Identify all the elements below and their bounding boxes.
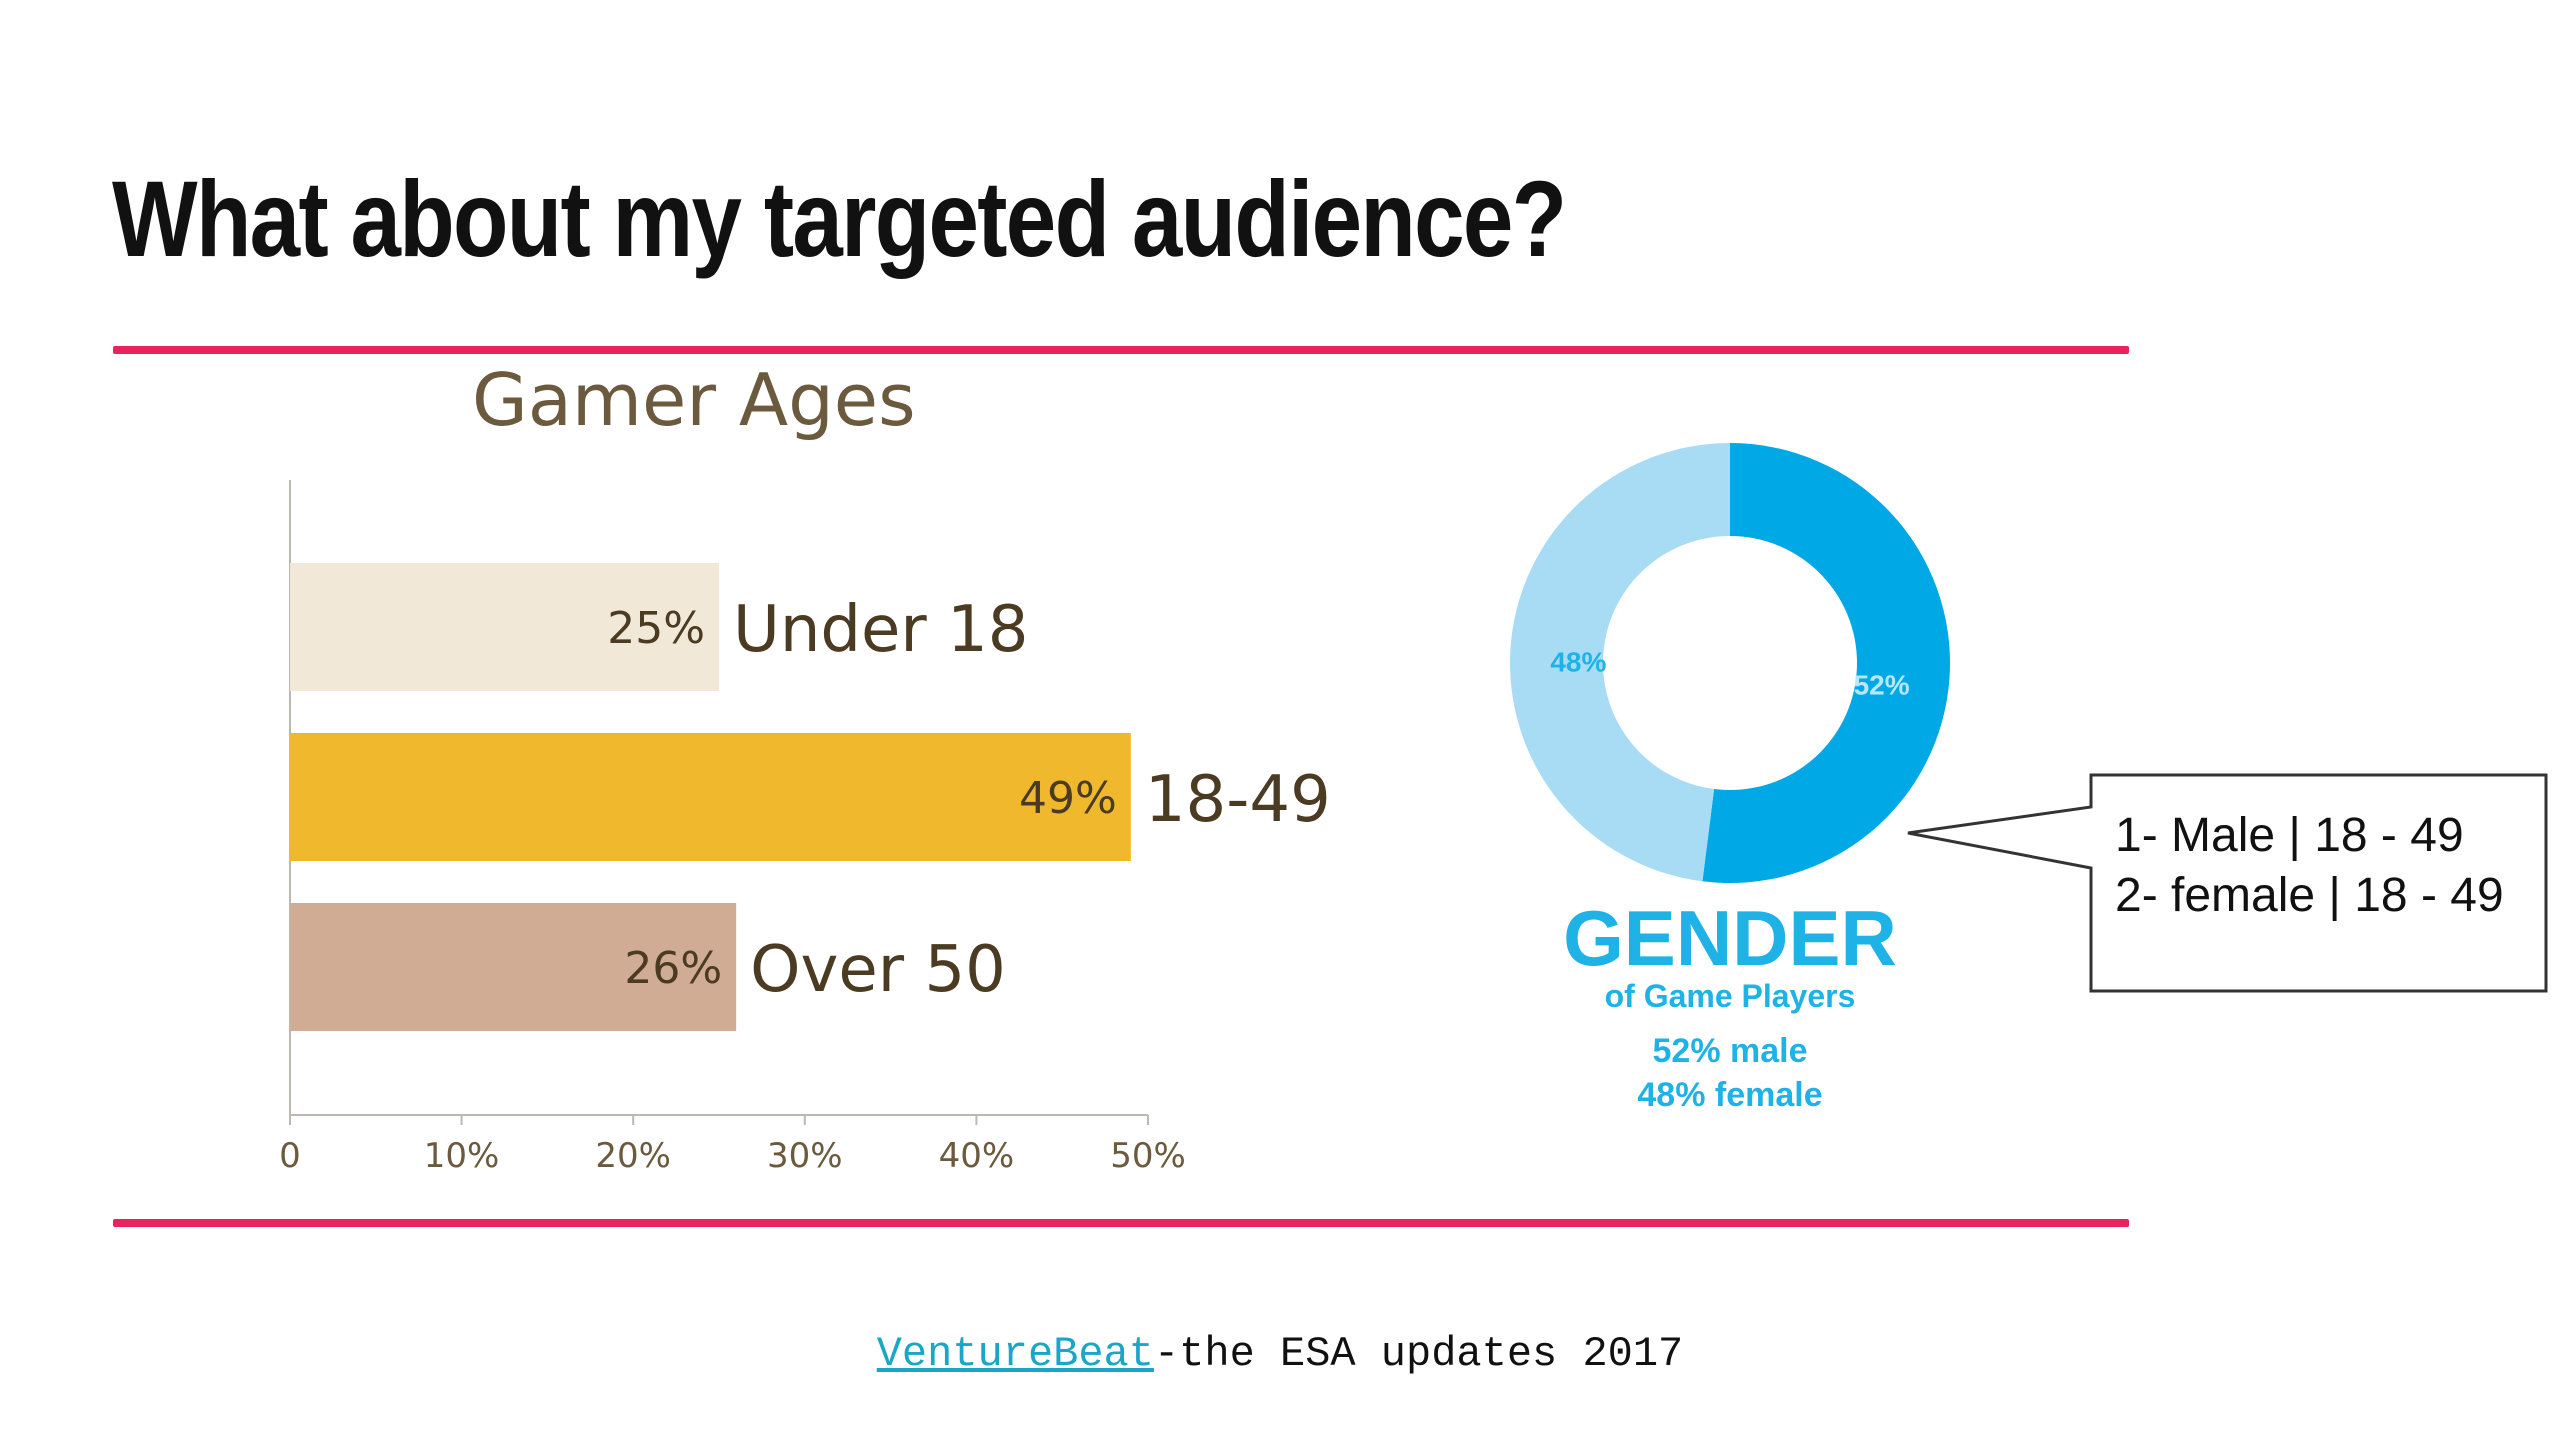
gamer-ages-chart: Gamer Ages 0 10% 20% 30% 40% 50% 25% Under 18 49… xyxy=(279,358,1331,1176)
donut-slice xyxy=(1509,443,1730,882)
x-tick-label: 40% xyxy=(939,1136,1015,1176)
slice-value-label: 52% xyxy=(1854,669,1910,700)
slide-title: What about my targeted audience? xyxy=(112,158,1567,279)
bottom-divider xyxy=(113,1219,2129,1227)
source-text: -the ESA updates 2017 xyxy=(1153,1330,1684,1378)
callout-box xyxy=(1907,773,2548,993)
x-tick-label: 20% xyxy=(595,1136,671,1176)
bar-value-label: 49% xyxy=(1019,773,1117,824)
bar-category-label: Over 50 xyxy=(750,933,1006,1007)
bar xyxy=(290,563,719,691)
bar xyxy=(290,733,1131,861)
slice-value-label: 48% xyxy=(1550,647,1606,678)
source-link[interactable]: VentureBeat xyxy=(876,1330,1154,1378)
source-credit: VentureBeat-the ESA updates 2017 xyxy=(0,1330,2560,1378)
bar-value-label: 26% xyxy=(624,943,722,994)
callout-line-1: 1- Male | 18 - 49 xyxy=(2115,809,2464,862)
x-tick-label: 0 xyxy=(279,1136,301,1176)
donut-slice xyxy=(1702,443,1950,883)
callout-line-2: 2- female | 18 - 49 xyxy=(2115,869,2504,922)
donut-caption-line: 48% female xyxy=(1637,1076,1822,1114)
donut-caption-line: 52% male xyxy=(1653,1032,1808,1070)
bar-category-label: Under 18 xyxy=(733,593,1029,667)
bar xyxy=(290,903,737,1031)
x-tick-label: 10% xyxy=(424,1136,500,1176)
donut-caption-title: GENDER xyxy=(1563,894,1897,982)
donut-caption-subtitle: of Game Players xyxy=(1605,978,1856,1014)
top-divider xyxy=(113,346,2129,354)
bar-category-label: 18-49 xyxy=(1145,763,1331,837)
x-tick-label: 30% xyxy=(767,1136,843,1176)
x-tick-label: 50% xyxy=(1110,1136,1186,1176)
bar-value-label: 25% xyxy=(607,603,705,654)
chart-title: Gamer Ages xyxy=(472,358,916,442)
